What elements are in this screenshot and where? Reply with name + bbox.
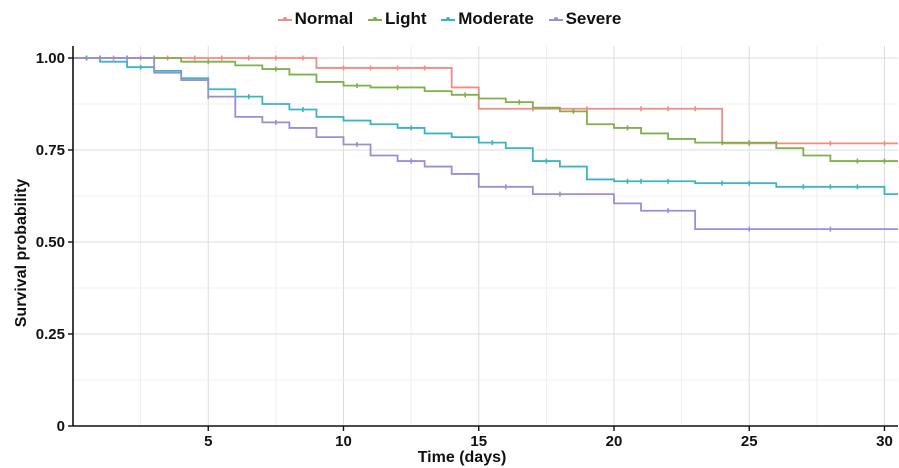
legend-key-light xyxy=(367,16,382,21)
y-tick-label: 0.50 xyxy=(36,234,65,251)
y-tick-label: 0.25 xyxy=(36,326,65,343)
legend-item-moderate: Moderate xyxy=(441,9,534,29)
legend-item-severe: Severe xyxy=(548,9,622,29)
legend-key-moderate xyxy=(441,16,456,21)
legend-item-normal: Normal xyxy=(277,9,354,29)
series-group xyxy=(73,55,898,232)
x-tick-label: 30 xyxy=(876,433,893,450)
legend-label-normal: Normal xyxy=(294,9,354,28)
axes: 5 10 15 20 25 30 0 0.25 0.50 0.75 1.00 xyxy=(36,46,898,450)
x-tick-label: 10 xyxy=(335,433,352,450)
x-tick-label: 5 xyxy=(204,433,212,450)
series-line-normal xyxy=(73,57,898,145)
legend-label-light: Light xyxy=(384,9,427,28)
y-tick-label: 0.75 xyxy=(36,142,65,159)
series-line-moderate xyxy=(73,57,898,196)
x-tick-label: 15 xyxy=(470,433,487,450)
legend-key-severe xyxy=(548,16,563,21)
y-tick-label: 1.00 xyxy=(36,50,65,67)
legend-item-light: Light xyxy=(367,9,427,29)
legend: Normal Light Moderate Severe xyxy=(0,9,899,29)
y-axis-label: Survival probability xyxy=(13,178,30,328)
legend-label-moderate: Moderate xyxy=(458,9,534,28)
legend-key-normal xyxy=(277,16,292,21)
grid xyxy=(73,46,898,426)
series-line-light xyxy=(73,57,898,162)
series-line-severe xyxy=(73,57,898,231)
legend-label-severe: Severe xyxy=(565,9,622,28)
x-axis-label: Time (days) xyxy=(417,449,507,466)
x-tick-label: 20 xyxy=(606,433,623,450)
x-tick-label: 25 xyxy=(741,433,758,450)
y-tick-label: 0 xyxy=(57,418,65,435)
